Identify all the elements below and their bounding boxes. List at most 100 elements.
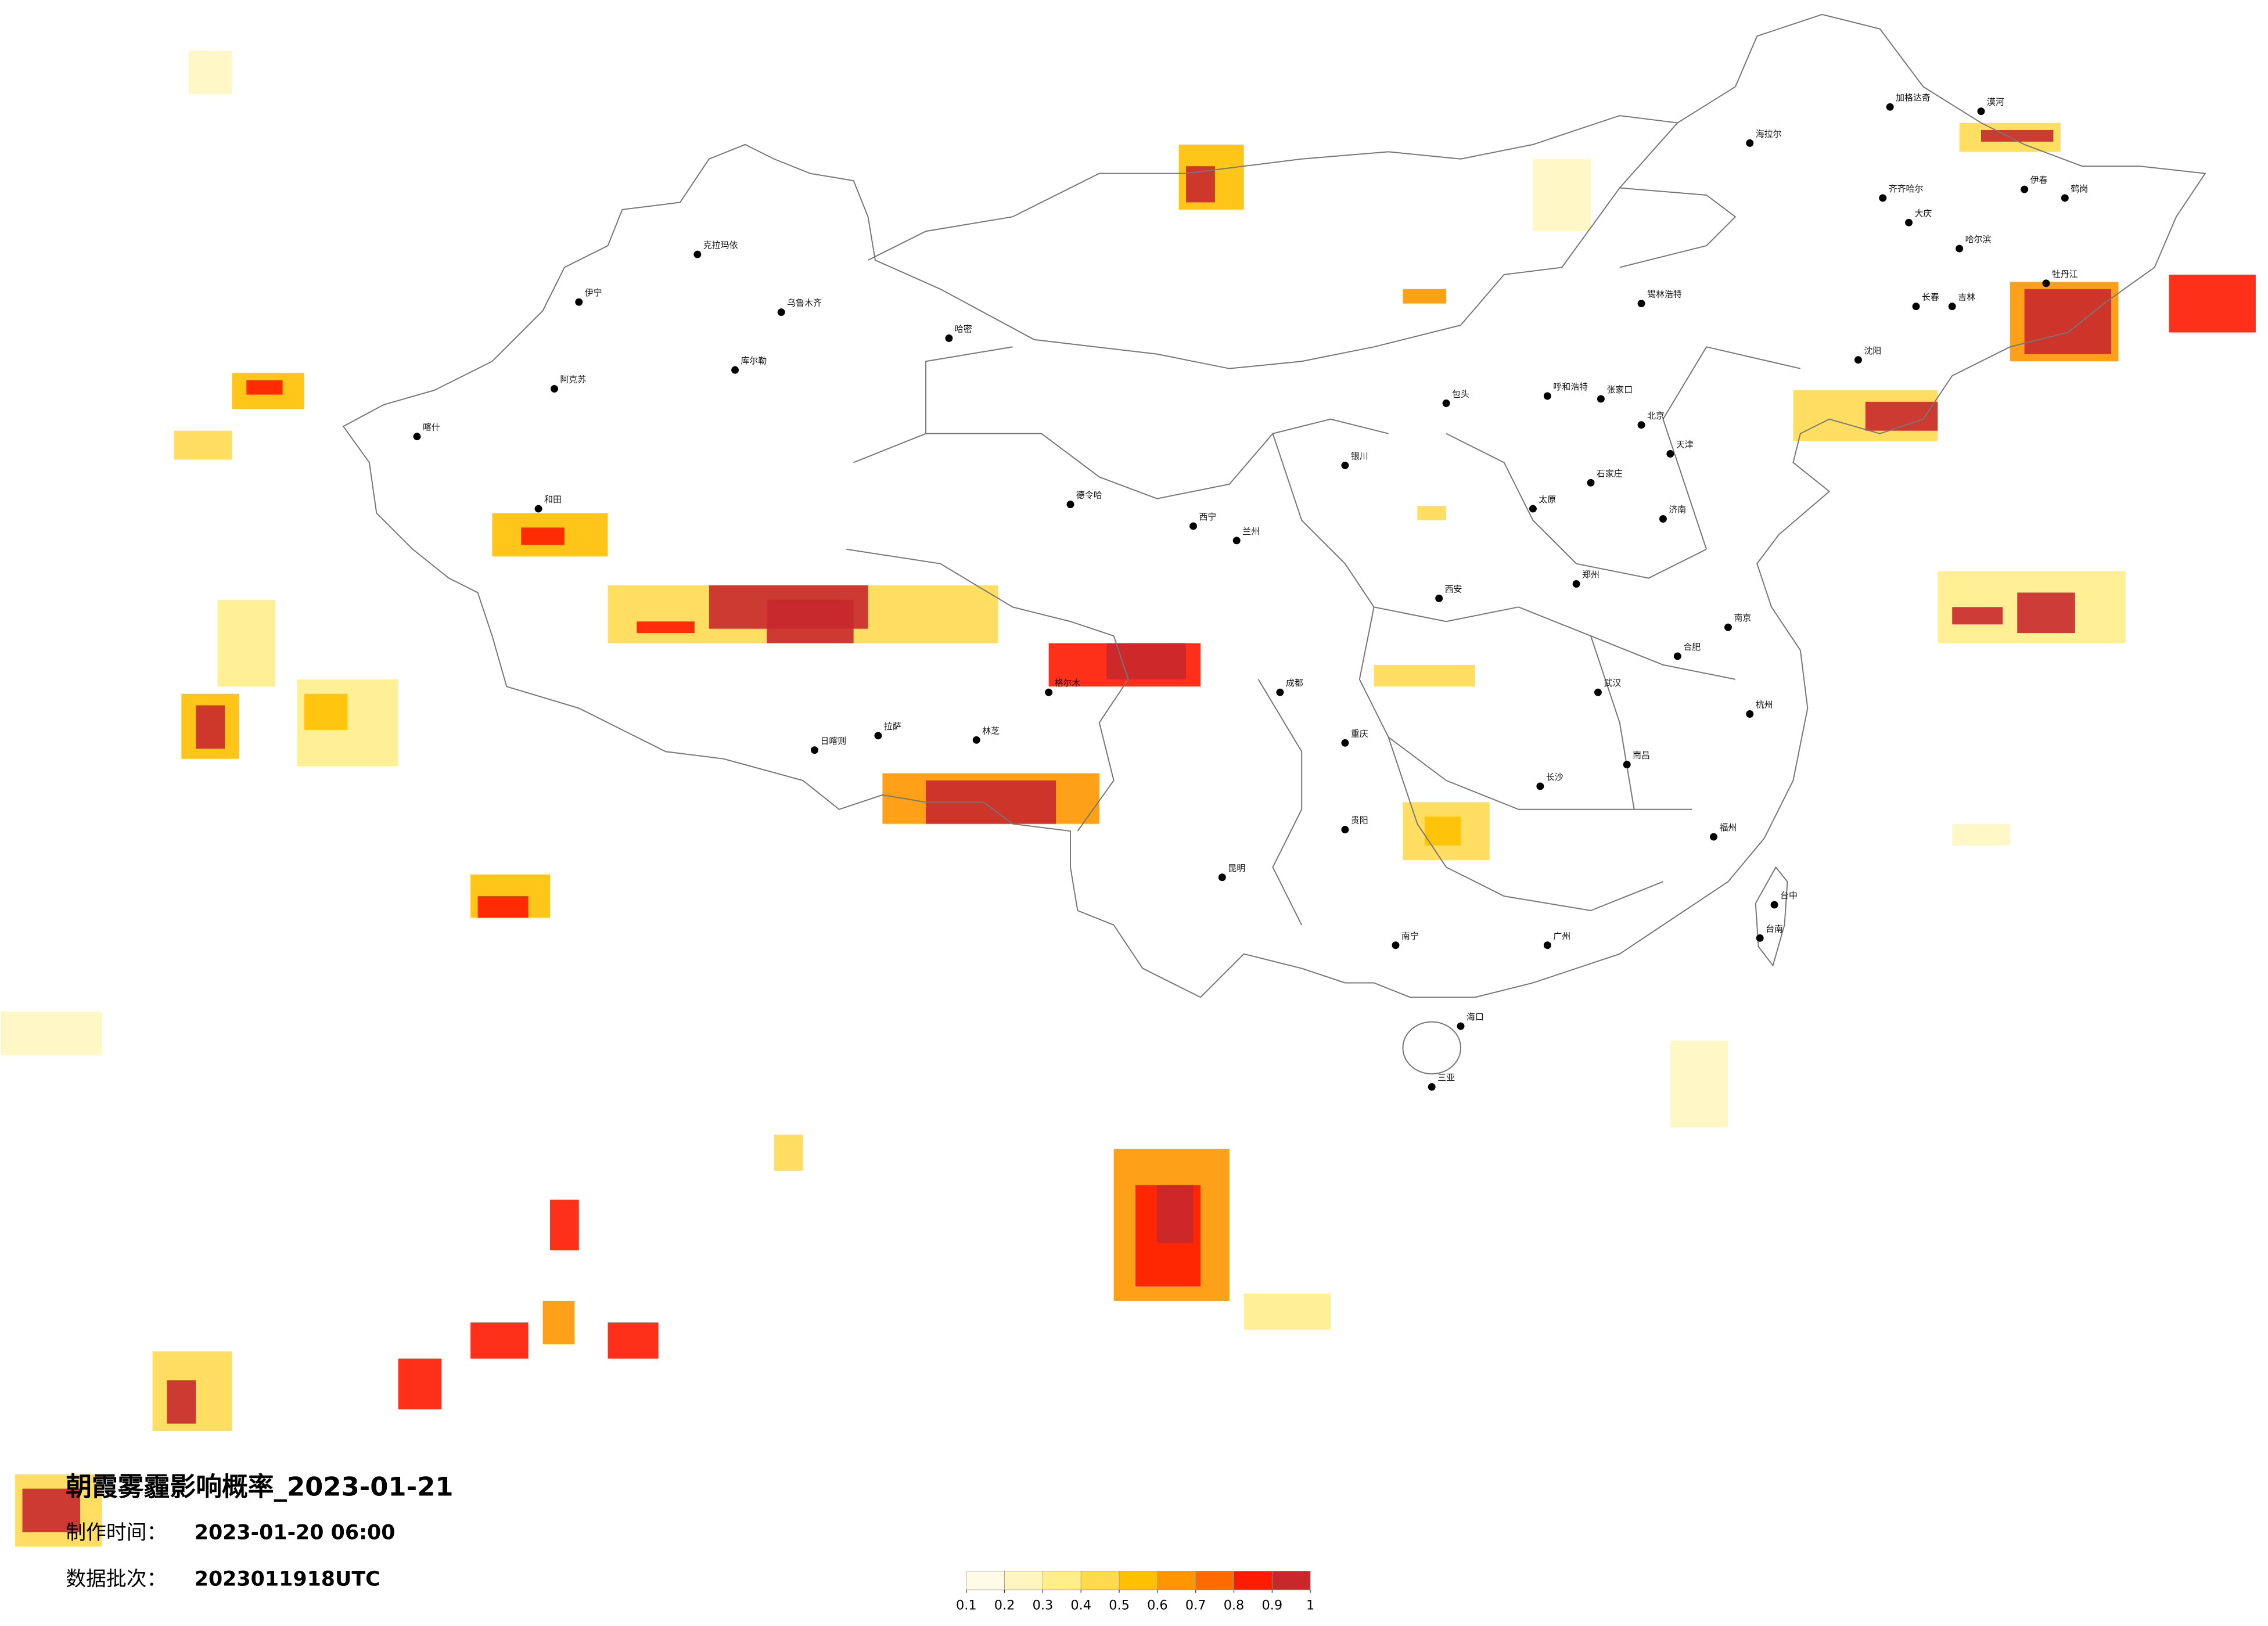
city-dot — [1948, 303, 1956, 311]
production-time: 2023-01-20 06:00 — [195, 1521, 396, 1545]
city-dot — [1746, 710, 1754, 718]
city-dot — [1543, 941, 1551, 949]
city-dot — [945, 334, 953, 342]
city-label: 武汉 — [1604, 678, 1621, 688]
fog-patch — [542, 1301, 575, 1344]
city-dot — [1597, 395, 1605, 403]
fog-patch — [1157, 1185, 1194, 1243]
city-dot — [1442, 399, 1450, 407]
city-label: 广州 — [1553, 931, 1570, 941]
fog-patch — [174, 430, 232, 460]
city-dot — [1572, 580, 1580, 588]
province-lines — [846, 346, 1801, 926]
city-label: 林芝 — [982, 725, 1000, 736]
city-dot — [534, 505, 542, 513]
city-label: 西安 — [1445, 584, 1462, 594]
city-dot — [1428, 1083, 1436, 1091]
city-dot — [1886, 103, 1894, 111]
city-label: 天津 — [1676, 440, 1694, 450]
colorbar-bin — [1043, 1571, 1081, 1591]
fog-patch — [2169, 274, 2256, 333]
fog-patch — [1533, 159, 1591, 232]
city-label: 北京 — [1647, 411, 1665, 421]
fog-patch — [22, 1488, 81, 1533]
colorbar-label: 0.8 — [1224, 1598, 1245, 1613]
city-label: 阿克苏 — [560, 375, 586, 385]
city-dot — [1637, 421, 1645, 429]
city-label: 重庆 — [1351, 728, 1368, 739]
city-label: 台中 — [1780, 890, 1798, 901]
colorbar-bin — [966, 1571, 1005, 1591]
city-dot — [1536, 782, 1544, 790]
mongolia-border — [868, 115, 1737, 268]
colorbar-bin — [1195, 1571, 1234, 1591]
city-dot — [1276, 688, 1284, 696]
city-label: 南宁 — [1401, 931, 1419, 941]
city-label: 德令哈 — [1076, 490, 1102, 501]
fog-patch — [1670, 1041, 1728, 1128]
city-label: 郑州 — [1582, 570, 1600, 580]
city-label: 银川 — [1351, 451, 1368, 461]
colorbar-label: 0.1 — [956, 1598, 977, 1613]
city-dot — [1956, 244, 1964, 253]
city-label: 合肥 — [1683, 642, 1701, 652]
fog-patch — [470, 1322, 529, 1359]
colorbar-bin — [1080, 1571, 1120, 1591]
china-border — [342, 13, 2206, 998]
city-label: 包头 — [1452, 388, 1469, 399]
colorbar-label: 0.4 — [1070, 1598, 1091, 1613]
city-dot — [972, 736, 980, 744]
city-dot — [1710, 833, 1718, 841]
borders — [342, 13, 2206, 1075]
city-dot — [1543, 392, 1551, 400]
city-label: 漠河 — [1987, 97, 2004, 107]
fog-patch — [1243, 1293, 1331, 1330]
city-dot — [2042, 279, 2050, 287]
fog-patch — [1952, 607, 2003, 625]
fog-patch — [477, 896, 529, 918]
fog-patch — [1, 1012, 102, 1055]
fog-patch — [1374, 664, 1475, 687]
city-label: 哈密 — [955, 323, 972, 334]
fog-patch — [167, 1380, 196, 1424]
fog-patch — [196, 705, 225, 749]
colorbar-bin — [1234, 1571, 1273, 1591]
city-label: 杭州 — [1756, 700, 1773, 710]
city-label: 日喀则 — [820, 736, 846, 746]
fog-patch — [188, 51, 232, 94]
city-dot — [575, 298, 583, 306]
city-dot — [2021, 185, 2029, 193]
city-dot — [1746, 139, 1754, 147]
city-label: 济南 — [1669, 505, 1686, 515]
fog-patch — [246, 380, 283, 395]
production-label: 制作时间： — [66, 1521, 167, 1545]
city-label: 南昌 — [1633, 750, 1650, 761]
batch-label: 数据批次： — [66, 1567, 167, 1591]
map-title: 朝霞雾霾影响概率_2023-01-21 — [66, 1472, 453, 1502]
colorbar-label: 0.3 — [1033, 1598, 1054, 1613]
city-dot — [810, 746, 818, 754]
city-label: 台南 — [1766, 923, 1783, 934]
city-dot — [1666, 450, 1674, 458]
city-dot — [1623, 761, 1631, 769]
colorbar-bin — [1119, 1571, 1158, 1591]
city-label: 成都 — [1286, 678, 1303, 688]
city-label: 长春 — [1922, 292, 1939, 303]
city-label: 牡丹江 — [2052, 269, 2078, 279]
fog-patch — [1186, 166, 1215, 203]
colorbar-bin — [1004, 1571, 1043, 1591]
city-label: 哈尔滨 — [1965, 234, 1992, 244]
fog-patch — [774, 1134, 803, 1171]
fog-patch — [1424, 816, 1461, 846]
fog-patch — [2017, 592, 2075, 634]
city-dot — [1594, 688, 1602, 696]
city-dot — [1587, 479, 1595, 487]
city-dot — [1854, 356, 1862, 364]
city-label: 海拉尔 — [1756, 128, 1782, 139]
colorbar: 0.1 0.2 0.3 0.4 0.5 0.6 0.7 0.8 0.9 1 — [956, 1571, 1314, 1613]
fog-patch — [304, 693, 348, 730]
city-dot — [1218, 873, 1226, 882]
